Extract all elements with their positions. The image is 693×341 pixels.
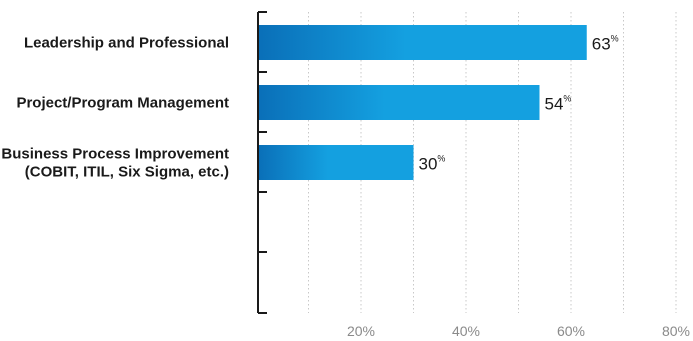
category-label-3-line-1: Business Process Improvement: [1, 146, 229, 163]
bar-1: [258, 25, 587, 60]
x-tick-label-80: 80%: [662, 323, 690, 339]
x-tick-label-20: 20%: [347, 323, 375, 339]
y-axis: [257, 11, 267, 314]
bars: [258, 25, 587, 180]
x-tick-label-40: 40%: [452, 323, 480, 339]
bar-2: [258, 85, 540, 120]
category-label-3-line-2: (COBIT, ITIL, Six Sigma, etc.): [25, 164, 229, 181]
value-label-2: 54%: [545, 94, 572, 114]
bar-3: [258, 145, 414, 180]
x-tick-label-60: 60%: [557, 323, 585, 339]
category-label-1: Leadership and Professional: [24, 35, 229, 52]
value-label-3: 30%: [419, 154, 446, 174]
value-label-1: 63%: [592, 34, 619, 54]
category-label-2: Project/Program Management: [16, 95, 229, 112]
labels: 63% Leadership and Professional 54% Project…: [1, 34, 690, 340]
